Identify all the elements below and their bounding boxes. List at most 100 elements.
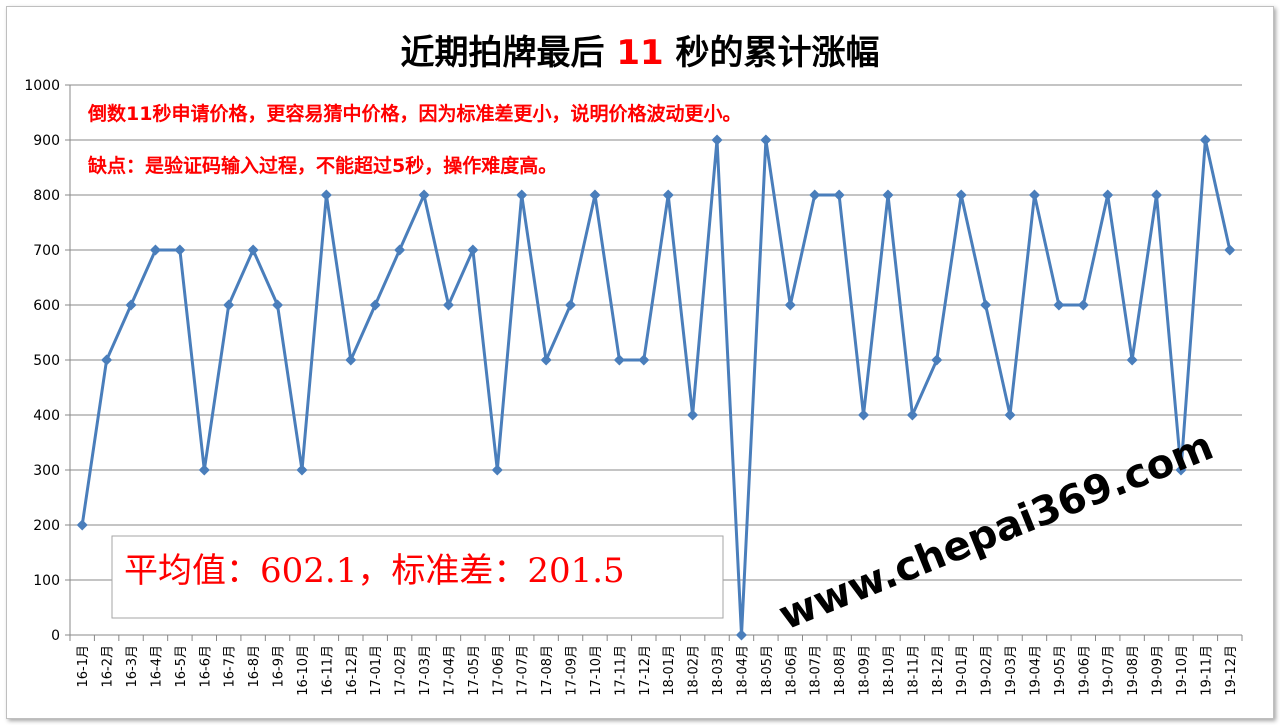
x-tick-label: 18-10月 <box>882 645 897 696</box>
data-point <box>491 464 503 476</box>
data-point <box>1102 189 1114 201</box>
y-tick-label: 600 <box>33 298 60 314</box>
x-tick-label: 18-03月 <box>711 645 726 696</box>
axes <box>65 84 1243 641</box>
data-point <box>565 299 577 311</box>
x-tick-label: 19-02月 <box>980 645 995 696</box>
note1-part-c: 秒申请价格，更容易猜中价格，因为标准差更小，说明价格波动更小。 <box>152 102 741 125</box>
x-tick-label: 18-04月 <box>735 645 750 696</box>
data-point <box>223 299 235 311</box>
x-tick-label: 17-01月 <box>369 645 384 696</box>
x-tick-label: 18-07月 <box>809 645 824 696</box>
x-tick-label: 16-2月 <box>101 645 116 688</box>
data-point <box>296 464 308 476</box>
note2-part-a: 缺点：是验证码输入过程，不能超过 <box>88 154 392 177</box>
data-point <box>76 519 88 531</box>
series-line <box>80 138 1232 637</box>
x-tick-label: 18-06月 <box>784 645 799 696</box>
y-tick-labels: 0 100 200 300 400 500 600 700 800 900 1000 <box>24 78 60 644</box>
data-point <box>174 244 186 256</box>
annotation-note-1: 倒数11秒申请价格，更容易猜中价格，因为标准差更小，说明价格波动更小。 <box>87 102 741 125</box>
note1-part-a: 倒数 <box>87 102 127 125</box>
data-point <box>247 244 259 256</box>
data-point <box>882 189 894 201</box>
data-point <box>272 299 284 311</box>
x-tick-label: 17-12月 <box>638 645 653 696</box>
x-tick-label: 16-7月 <box>223 645 238 688</box>
data-point <box>125 299 137 311</box>
data-point <box>711 134 723 146</box>
data-point <box>320 189 332 201</box>
x-tick-label: 19-09月 <box>1151 645 1166 696</box>
x-tick-label: 17-03月 <box>418 645 433 696</box>
x-tick-label: 17-10月 <box>589 645 604 696</box>
data-point <box>906 409 918 421</box>
y-tick-label: 200 <box>33 518 60 534</box>
data-point <box>858 409 870 421</box>
note1-part-b: 11 <box>126 103 152 125</box>
x-tick-label: 16-5月 <box>174 645 189 688</box>
data-point <box>687 409 699 421</box>
series-line-path <box>80 138 1232 637</box>
x-tick-label: 18-02月 <box>687 645 702 696</box>
data-point <box>833 189 845 201</box>
x-tick-label: 17-05月 <box>467 645 482 696</box>
x-tick-label: 19-04月 <box>1028 645 1043 696</box>
x-tick-label: 16-6月 <box>198 645 213 688</box>
chart-title-highlight: 11 <box>616 33 663 73</box>
data-point <box>345 354 357 366</box>
x-tick-label: 19-10月 <box>1175 645 1190 696</box>
x-tick-label: 18-01月 <box>662 645 677 696</box>
data-point <box>149 244 161 256</box>
x-tick-label: 18-12月 <box>931 645 946 696</box>
data-point <box>784 299 796 311</box>
y-tick-label: 300 <box>33 463 60 479</box>
x-tick-label: 16-8月 <box>247 645 262 688</box>
x-tick-label: 18-08月 <box>833 645 848 696</box>
data-point <box>735 629 747 641</box>
x-tick-label: 18-05月 <box>760 645 775 696</box>
x-tick-label: 17-04月 <box>442 645 457 696</box>
x-tick-label: 19-12月 <box>1224 645 1239 696</box>
x-tick-label: 16-1月 <box>76 645 91 688</box>
x-tick-label: 16-4月 <box>149 645 164 688</box>
y-tick-label: 100 <box>33 573 60 589</box>
data-point <box>931 354 943 366</box>
watermark-text: www.chepai369.com <box>773 423 1220 639</box>
y-tick-label: 900 <box>33 133 60 149</box>
data-markers <box>76 134 1236 641</box>
chart-title: 近期拍牌最后 11 秒的累计涨幅 <box>400 33 879 73</box>
data-point <box>1151 189 1163 201</box>
x-tick-label: 19-06月 <box>1077 645 1092 696</box>
stats-box <box>111 535 724 619</box>
data-point <box>613 354 625 366</box>
x-tick-label: 16-9月 <box>272 645 287 688</box>
data-point <box>1126 354 1138 366</box>
x-tick-label: 17-07月 <box>516 645 531 696</box>
data-point <box>198 464 210 476</box>
data-point <box>980 299 992 311</box>
y-tick-label: 800 <box>33 188 60 204</box>
stats-text: 平均值：602.1，标准差：201.5 <box>124 551 625 591</box>
x-tick-label: 16-12月 <box>345 645 360 696</box>
x-tick-label: 19-03月 <box>1004 645 1019 696</box>
x-tick-label: 17-08月 <box>540 645 555 696</box>
x-tick-label: 16-11月 <box>320 645 335 696</box>
data-point <box>760 134 772 146</box>
annotation-note-2: 缺点：是验证码输入过程，不能超过5秒，操作难度高。 <box>88 154 557 177</box>
data-point <box>516 189 528 201</box>
data-point <box>1053 299 1065 311</box>
x-tick-label: 19-08月 <box>1126 645 1141 696</box>
data-point <box>101 354 113 366</box>
x-tick-label: 17-02月 <box>394 645 409 696</box>
y-tick-label: 700 <box>33 243 60 259</box>
x-tick-labels: 16-1月 16-2月 16-3月 16-4月 16-5月 16-6月 16-7月 16-8月… <box>76 645 1239 696</box>
x-tick-label: 17-06月 <box>491 645 506 696</box>
data-point <box>1199 134 1211 146</box>
x-tick-label: 19-11月 <box>1199 645 1214 696</box>
x-tick-label: 19-05月 <box>1053 645 1068 696</box>
data-point <box>662 189 674 201</box>
note2-part-b: 5 <box>392 155 405 177</box>
x-tick-label: 18-09月 <box>858 645 873 696</box>
